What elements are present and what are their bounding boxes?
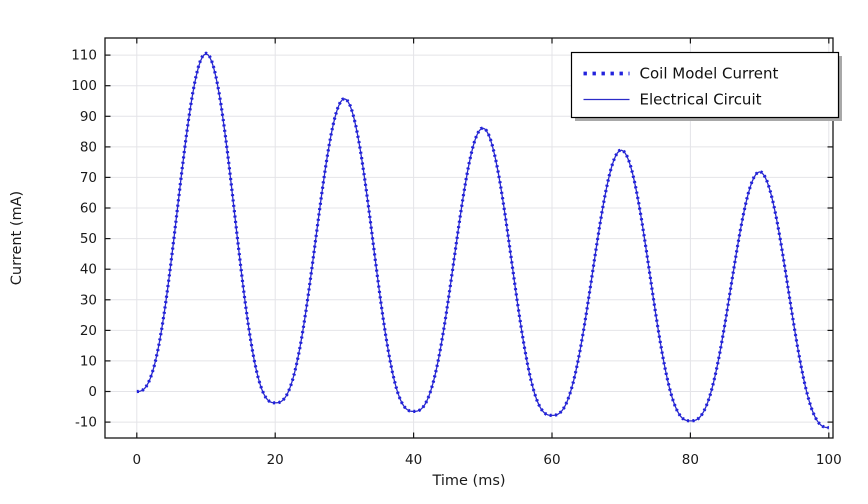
- y-tick-label: 80: [80, 139, 97, 155]
- y-axis-title: Current (mA): [9, 191, 25, 285]
- x-tick-label: 20: [267, 452, 284, 468]
- axes: 0 20 40 60 80 100 -10 0 10 20 30 40 50 60 70 80 90 100 110: [71, 37, 842, 468]
- plot-frame: [104, 37, 834, 439]
- x-tick-label: 100: [816, 452, 842, 468]
- x-tick-label: 60: [543, 452, 560, 468]
- series-electrical-circuit-line: [136, 53, 829, 429]
- y-tick-label: 50: [80, 231, 97, 247]
- legend-label: Coil Model Current: [640, 65, 779, 83]
- y-tick-label: -10: [75, 415, 97, 431]
- y-tick-label: 90: [80, 109, 97, 125]
- y-tick-label: 60: [80, 201, 97, 217]
- y-tick-label: 10: [80, 353, 97, 369]
- y-tick-label: 0: [88, 384, 97, 400]
- plot-area[interactable]: [105, 38, 833, 438]
- legend-label: Electrical Circuit: [640, 91, 762, 109]
- legend: Coil Model Current Electrical Circuit: [570, 51, 842, 121]
- x-tick-label: 0: [133, 452, 142, 468]
- y-tick-label: 110: [71, 48, 97, 64]
- x-axis-title: Time (ms): [431, 473, 505, 489]
- plotted-series: [136, 51, 829, 430]
- y-tick-label: 100: [71, 78, 97, 94]
- y-tick-label: 40: [80, 262, 97, 278]
- y-tick-label: 70: [80, 170, 97, 186]
- y-tick-label: 20: [80, 323, 97, 339]
- legend-box: [570, 51, 840, 119]
- x-tick-label: 40: [405, 452, 422, 468]
- x-tick-label: 80: [682, 452, 699, 468]
- y-tick-label: 30: [80, 292, 97, 308]
